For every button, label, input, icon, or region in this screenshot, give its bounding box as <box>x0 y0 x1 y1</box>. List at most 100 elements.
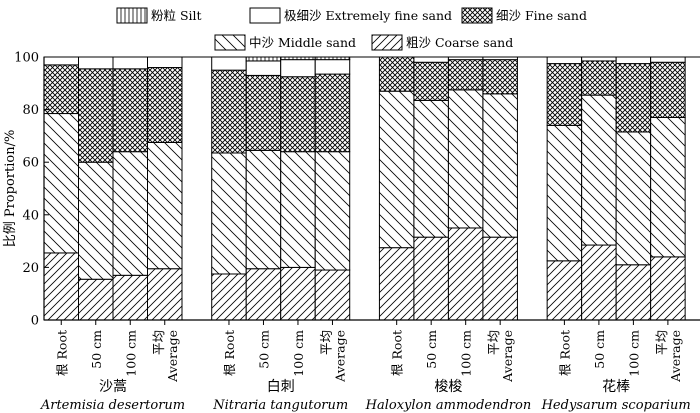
bar-segment-middle <box>147 141 183 270</box>
bar-segment-fine <box>378 56 415 92</box>
x-tick-label-cn: 平均 <box>486 330 501 355</box>
y-tick-label: 0 <box>31 314 39 329</box>
legend-label-fine: 细沙 Fine sand <box>496 8 587 23</box>
bar-segment-middle <box>245 149 282 270</box>
legend-label-coarse: 粗沙 Coarse sand <box>406 35 513 50</box>
bar-segment-coarse <box>650 256 686 321</box>
legend-label-extremely_fine: 极细沙 Extremely fine sand <box>284 8 452 23</box>
x-tick-label: 根 Root <box>222 330 237 376</box>
y-tick-label: 60 <box>22 156 39 171</box>
bar-segment-fine <box>650 61 686 118</box>
legend-label-middle: 中沙 Middle sand <box>249 35 356 50</box>
bar-segment-middle <box>280 151 316 268</box>
legend-swatch-coarse <box>371 34 403 51</box>
bar-segment-coarse <box>413 236 449 321</box>
bar-segment-middle <box>650 116 686 258</box>
x-tick-label: 100 cm <box>291 330 306 377</box>
x-tick-label-en: Average <box>500 330 515 383</box>
group-name-latin: Artemisia desertorum <box>40 398 185 413</box>
bar-segment-fine <box>482 59 518 95</box>
bar-segment-extremely_fine <box>413 56 449 63</box>
bar-segment-extremely_fine <box>546 56 583 65</box>
bar-segment-fine <box>112 68 148 153</box>
bar-segment-middle <box>482 93 518 238</box>
bar-segment-fine <box>615 63 652 133</box>
bar-segment-coarse <box>546 260 583 321</box>
group-name-latin: Hedysarum scoparium <box>541 398 691 413</box>
bar-segment-coarse <box>447 227 484 321</box>
bar-segment-coarse <box>245 268 282 321</box>
legend-label-silt: 粉粒 Silt <box>151 8 202 23</box>
bar-segment-middle <box>546 124 583 262</box>
bar-segment-extremely_fine <box>650 56 686 63</box>
bar-segment-fine <box>211 69 247 154</box>
bar-segment-extremely_fine <box>314 59 351 75</box>
bar-segment-fine <box>314 73 351 153</box>
bar-segment-coarse <box>378 247 415 321</box>
y-tick-label: 100 <box>14 51 39 66</box>
bar-segment-fine <box>280 76 316 153</box>
x-tick-label-en: Average <box>165 330 180 383</box>
bar-segment-fine <box>581 60 617 96</box>
x-tick-label: 50 cm <box>424 330 439 369</box>
bar-segment-middle <box>581 94 617 246</box>
x-tick-label-en: Average <box>668 330 683 383</box>
bar-segment-middle <box>78 161 114 280</box>
legend-swatch-middle <box>214 34 246 51</box>
x-tick-label: 50 cm <box>256 330 271 369</box>
bar-segment-fine <box>413 61 449 101</box>
bar-segment-coarse <box>43 252 79 321</box>
y-axis: 0 20 40 60 80 100 比例 Proportion/% <box>3 51 49 329</box>
y-tick-label: 20 <box>22 261 39 276</box>
legend-swatch-extremely_fine <box>249 7 281 24</box>
y-tick-label: 80 <box>22 103 39 118</box>
x-tick-label: 100 cm <box>626 330 641 377</box>
bar-segment-coarse <box>147 268 183 321</box>
y-tick-label: 40 <box>22 208 39 223</box>
x-tick-label: 根 Root <box>54 330 69 376</box>
x-tick-label-en: Average <box>332 330 347 383</box>
bar-segment-coarse <box>615 264 652 321</box>
group-name-cn: 白刺 <box>267 379 295 395</box>
bar-segment-extremely_fine <box>78 56 114 70</box>
x-tick-label: 100 cm <box>459 330 474 377</box>
legend: 粉粒 Silt 极细沙 Extremely fine sand 细沙 Fine sa… <box>116 7 587 51</box>
bar-segment-extremely_fine <box>615 56 652 65</box>
bar-segment-extremely_fine <box>245 60 282 76</box>
bar-segment-fine <box>147 67 183 143</box>
group-name-cn: 花棒 <box>602 379 630 395</box>
bar-segment-fine <box>78 68 114 163</box>
x-tick-label-cn: 平均 <box>318 330 333 355</box>
legend-swatch-fine <box>461 7 493 24</box>
bar-segment-middle <box>447 89 484 229</box>
x-tick-label: 根 Root <box>390 330 405 376</box>
bar-segment-coarse <box>211 273 247 321</box>
bar-segment-fine <box>43 64 79 115</box>
bar-segment-fine <box>245 74 282 151</box>
bar-segment-coarse <box>314 269 351 321</box>
y-axis-label: 比例 Proportion/% <box>3 130 18 248</box>
bar-segment-extremely_fine <box>581 56 617 62</box>
bar-segment-coarse <box>581 244 617 321</box>
group-name-latin: Nitraria tangutorum <box>212 398 348 413</box>
bar-segment-middle <box>615 131 652 266</box>
group-name-cn: 沙蒿 <box>99 379 127 395</box>
legend-swatch-silt <box>116 7 148 24</box>
bar-segment-fine <box>447 59 484 91</box>
bar-segment-extremely_fine <box>147 56 183 69</box>
x-tick-label: 100 cm <box>123 330 138 377</box>
bar-segment-silt <box>245 56 282 62</box>
bar-segment-extremely_fine <box>280 59 316 78</box>
bar-segment-middle <box>43 113 79 254</box>
bar-segment-middle <box>314 151 351 271</box>
bar-segment-middle <box>378 90 415 249</box>
x-tick-label-cn: 平均 <box>654 330 669 355</box>
group-name-latin: Haloxylon ammodendron <box>365 398 532 413</box>
bar-segment-extremely_fine <box>112 56 148 70</box>
bar-segment-coarse <box>482 236 518 321</box>
bar-segment-fine <box>546 63 583 126</box>
bar-segment-extremely_fine <box>211 56 247 71</box>
bar-segment-extremely_fine <box>43 56 79 66</box>
